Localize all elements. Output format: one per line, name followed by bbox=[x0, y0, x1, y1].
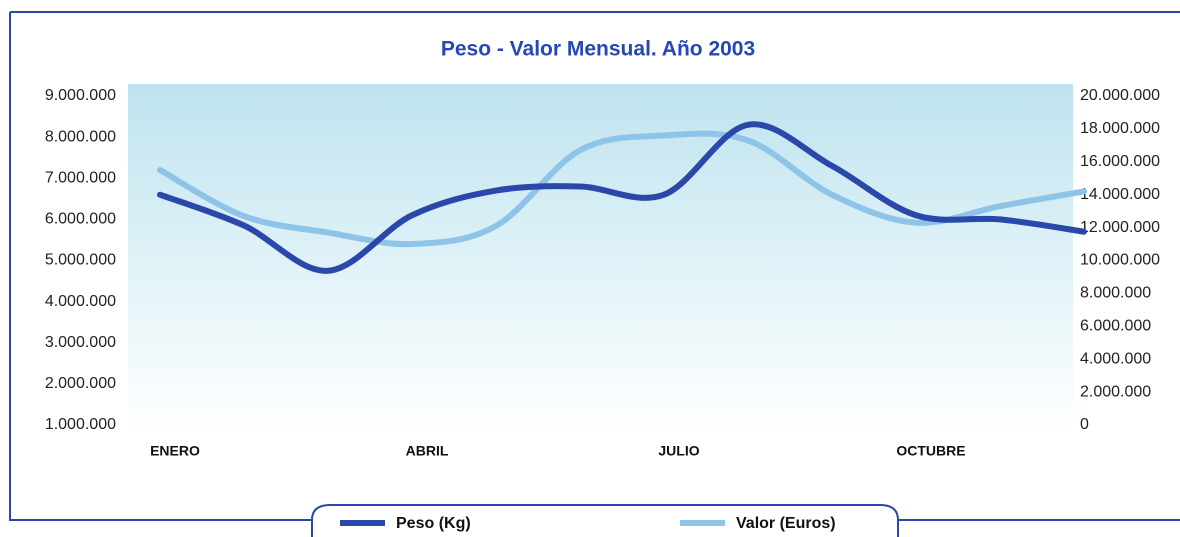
series-line bbox=[157, 121, 1087, 274]
plot-area bbox=[128, 84, 1073, 430]
y2-tick-label: 8.000.000 bbox=[1080, 285, 1151, 302]
y2-tick-label: 10.000.000 bbox=[1080, 252, 1160, 269]
y-tick-label: 2.000.000 bbox=[45, 375, 116, 392]
y-tick-label: 5.000.000 bbox=[45, 252, 116, 269]
y-tick-label: 4.000.000 bbox=[45, 293, 116, 310]
legend-box bbox=[311, 504, 899, 537]
y2-tick-label: 20.000.000 bbox=[1080, 87, 1160, 104]
legend-label: Valor (Euros) bbox=[736, 515, 836, 532]
y2-tick-label: 16.000.000 bbox=[1080, 153, 1160, 170]
x-tick-label: ENERO bbox=[150, 443, 200, 459]
y-tick-label: 1.000.000 bbox=[45, 416, 116, 433]
x-tick-label: ABRIL bbox=[406, 443, 449, 459]
chart-title: Peso - Valor Mensual. Año 2003 bbox=[441, 38, 755, 61]
y-tick-label: 7.000.000 bbox=[45, 169, 116, 186]
y2-tick-label: 0 bbox=[1080, 416, 1089, 433]
y-tick-label: 9.000.000 bbox=[45, 87, 116, 104]
y-tick-label: 8.000.000 bbox=[45, 128, 116, 145]
frame bbox=[9, 11, 1180, 521]
y-tick-label: 3.000.000 bbox=[45, 334, 116, 351]
y2-tick-label: 6.000.000 bbox=[1080, 318, 1151, 335]
y2-tick-label: 14.000.000 bbox=[1080, 186, 1160, 203]
y2-tick-label: 2.000.000 bbox=[1080, 383, 1151, 400]
x-tick-label: OCTUBRE bbox=[896, 443, 965, 459]
y2-tick-label: 4.000.000 bbox=[1080, 350, 1151, 367]
y2-tick-label: 18.000.000 bbox=[1080, 120, 1160, 137]
legend-swatch bbox=[340, 520, 385, 526]
legend-swatch bbox=[680, 520, 725, 526]
legend-label: Peso (Kg) bbox=[396, 515, 471, 532]
x-tick-label: JULIO bbox=[658, 443, 699, 459]
series-line bbox=[157, 130, 1087, 248]
y2-tick-label: 12.000.000 bbox=[1080, 219, 1160, 236]
y-tick-label: 6.000.000 bbox=[45, 211, 116, 228]
